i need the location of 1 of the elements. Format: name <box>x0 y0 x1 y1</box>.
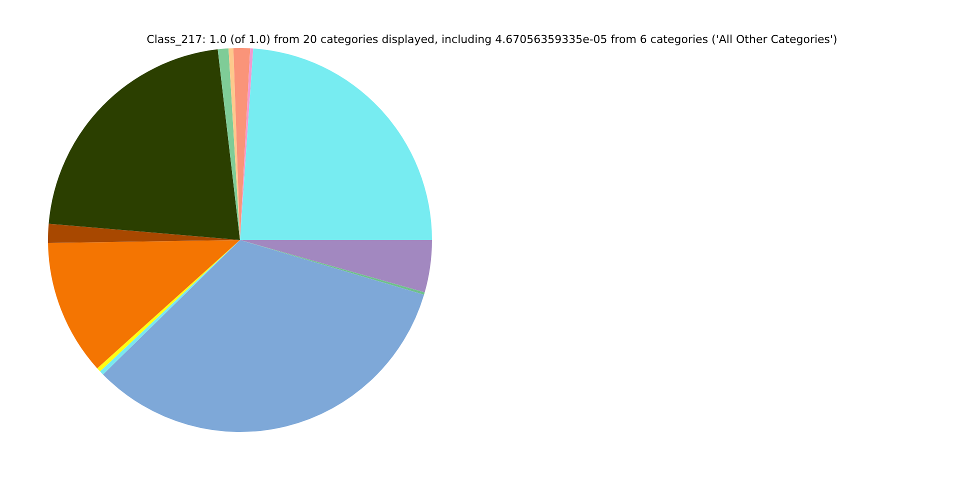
text: Class_217: 1.0 (of 1.0) from 20 categories displayed, including 4.67056359335e-05 from 6 categories ('All Other Categories') <box>146 33 838 46</box>
